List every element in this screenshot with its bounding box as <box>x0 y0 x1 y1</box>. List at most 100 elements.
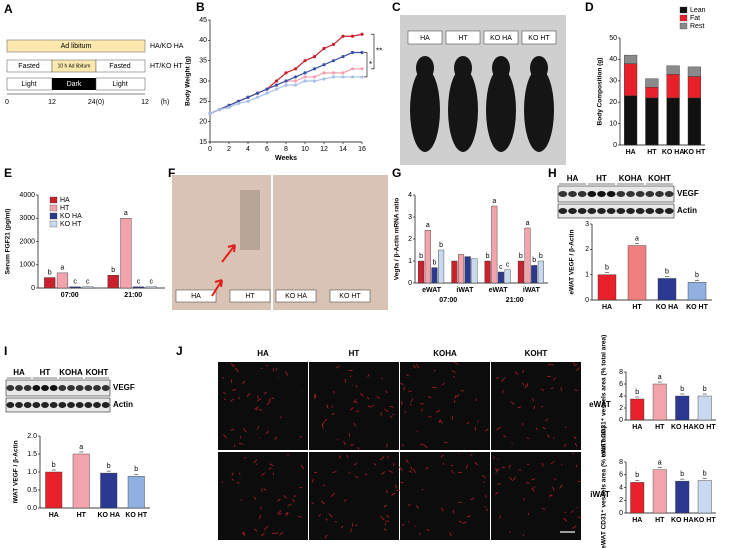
significance-letter: b <box>111 267 115 274</box>
bar <box>531 265 538 284</box>
y-tick-label: 0.5 <box>27 487 37 494</box>
micrograph <box>491 452 581 540</box>
label-box <box>483 30 519 45</box>
bar <box>120 218 132 289</box>
mouse <box>410 68 440 152</box>
band <box>568 208 577 214</box>
x-tick-label: HA <box>632 424 642 431</box>
point <box>293 67 298 71</box>
label: Ad libitum <box>61 43 92 50</box>
micrograph <box>309 452 399 540</box>
micrograph <box>491 362 581 450</box>
band <box>655 191 664 197</box>
band <box>655 208 664 214</box>
label: Fasted <box>18 63 40 70</box>
bar <box>82 286 94 289</box>
y-tick-label: 10 <box>609 120 617 127</box>
x-tick-label: 4 <box>246 146 250 153</box>
blot-bg <box>5 379 111 397</box>
band <box>15 385 23 391</box>
lane-label: KOHT <box>648 174 671 183</box>
x-tick-label: KO HT <box>694 424 717 431</box>
x-tick-label: 14 <box>339 146 347 153</box>
photo-label: KO HT <box>339 293 361 300</box>
x-tick-label: HA <box>602 304 612 311</box>
x-tick-label: 6 <box>265 146 269 153</box>
unit-label: (h) <box>161 99 170 106</box>
band <box>101 385 110 391</box>
y-tick-label: 25 <box>199 98 207 105</box>
point <box>322 63 326 67</box>
point <box>312 75 317 79</box>
significance-letter: a <box>526 220 530 227</box>
point <box>350 67 355 71</box>
significance-letter: b <box>486 253 490 260</box>
point <box>274 79 279 83</box>
hour-label: 24(0) <box>88 99 104 106</box>
bar <box>657 278 677 301</box>
band <box>635 208 645 214</box>
group-label: HA/KO HA <box>150 43 184 50</box>
significance-letter: b <box>107 463 111 470</box>
point <box>293 83 298 87</box>
x-tick-label: KO HA <box>97 512 120 519</box>
y-tick-label: 1000 <box>19 262 35 269</box>
legend-label: HT <box>60 205 70 212</box>
significance: ** <box>376 47 382 56</box>
point <box>331 75 336 79</box>
photo-label: KO HA <box>490 35 512 42</box>
band <box>49 402 58 408</box>
point <box>303 71 307 75</box>
x-tick-label: 12 <box>320 146 328 153</box>
x-tick-label: 07:00 <box>61 292 79 299</box>
photo-label: HA <box>191 293 201 300</box>
significance-letter: b <box>605 265 609 272</box>
x-tick-label: HA <box>49 512 59 519</box>
bar <box>652 469 667 514</box>
band <box>75 402 84 408</box>
band-label: Actin <box>677 206 697 215</box>
panel-a: Ad libitum HA/KO HA Fasted 10 h Ad libit… <box>5 39 184 106</box>
point <box>322 77 326 81</box>
band <box>6 385 15 391</box>
vessels <box>311 454 400 539</box>
point <box>303 75 307 79</box>
bar <box>675 480 690 514</box>
panel-letter: G <box>392 166 401 180</box>
significance-letter: c <box>73 279 77 286</box>
vessels <box>398 453 488 537</box>
y-tick-label: 15 <box>199 139 207 146</box>
x-tick-label: HA <box>632 517 642 524</box>
mouse <box>448 68 478 152</box>
point <box>331 59 336 63</box>
y-tick-label: 3 <box>408 214 412 221</box>
photo-label: KO HT <box>528 35 550 42</box>
significance-letter: b <box>703 470 707 477</box>
point <box>265 91 269 95</box>
bar <box>537 260 544 284</box>
point <box>284 83 288 87</box>
arrow <box>211 279 223 297</box>
band <box>6 402 15 408</box>
series-line <box>209 68 362 115</box>
panel-letter: D <box>585 0 594 14</box>
label-box <box>275 289 317 303</box>
bar <box>145 286 157 289</box>
bar <box>484 260 491 284</box>
band-label: Actin <box>113 400 133 409</box>
bar <box>697 395 712 421</box>
point <box>350 50 355 55</box>
significance-letter: a <box>492 198 496 205</box>
bar <box>431 267 438 284</box>
band <box>58 385 67 391</box>
y-tick-label: 1 <box>585 272 589 279</box>
legend-swatch <box>679 14 688 22</box>
bar <box>627 245 647 301</box>
bar <box>497 271 504 284</box>
x-tick-label: HA <box>626 149 636 156</box>
bar <box>458 254 465 284</box>
point <box>312 67 317 71</box>
band <box>41 402 49 408</box>
bracket <box>364 52 368 78</box>
label-box <box>521 30 557 45</box>
